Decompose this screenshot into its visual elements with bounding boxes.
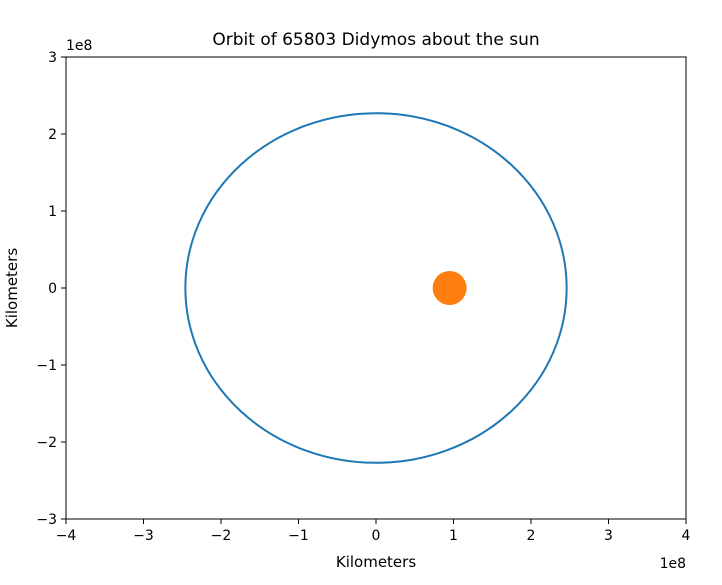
x-tick-label: 0 <box>372 528 381 544</box>
y-tick-label: 1 <box>48 204 57 220</box>
x-tick-label: −3 <box>133 528 154 544</box>
y-tick-label: −1 <box>36 358 57 374</box>
y-tick-label: 2 <box>48 127 57 143</box>
x-tick-label: 3 <box>604 528 613 544</box>
y-axis-label: Kilometers <box>3 248 21 328</box>
x-tick-label: 1 <box>449 528 458 544</box>
y-tick-label: 0 <box>48 281 57 297</box>
y-tick-label: 3 <box>48 50 57 66</box>
orbit-path <box>184 112 568 464</box>
y-tick-label: −2 <box>36 435 57 451</box>
sun-marker <box>432 271 467 305</box>
x-tick-label: −2 <box>211 528 232 544</box>
chart-title: Orbit of 65803 Didymos about the sun <box>212 30 539 50</box>
x-tick-label: 2 <box>527 528 536 544</box>
y-axis-offset-label: 1e8 <box>66 38 92 54</box>
x-axis-offset-label: 1e8 <box>660 556 686 572</box>
x-tick-label: 4 <box>682 528 691 544</box>
series-layer <box>184 112 568 464</box>
x-tick-label: −4 <box>56 528 77 544</box>
y-tick-label: −3 <box>36 512 57 528</box>
x-tick-label: −1 <box>288 528 309 544</box>
plot-frame <box>65 56 687 520</box>
x-axis-label: Kilometers <box>336 553 416 571</box>
